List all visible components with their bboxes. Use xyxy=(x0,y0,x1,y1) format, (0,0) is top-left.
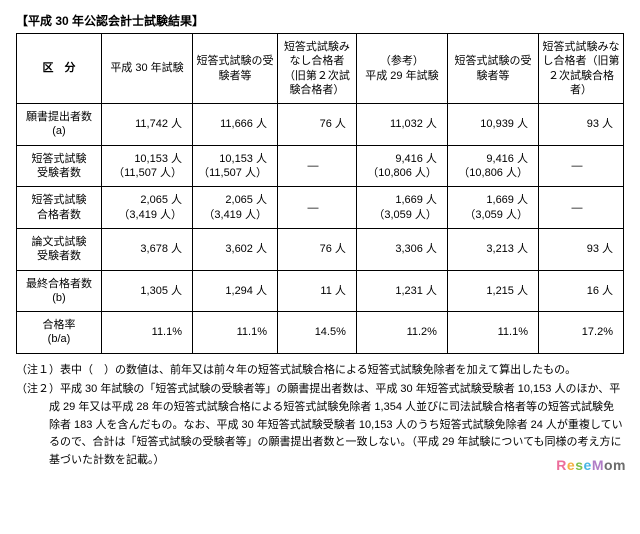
col-deemed-pass: 短答式試験みなし合格者（旧第２次試験合格者） xyxy=(277,34,356,104)
row-label: 願書提出者数 (a) xyxy=(17,104,102,146)
cell-short29: 3,213 人 xyxy=(447,228,538,270)
cell-short: 1,294 人 xyxy=(193,270,278,312)
cell-deemed29: 16 人 xyxy=(538,270,623,312)
cell-deemed29: — xyxy=(538,187,623,229)
cell-h30: 1,305 人 xyxy=(101,270,192,312)
row-label: 短答式試験 合格者数 xyxy=(17,187,102,229)
cell-deemed29: 93 人 xyxy=(538,228,623,270)
cell-deemed: — xyxy=(277,187,356,229)
cell-deemed29: 17.2% xyxy=(538,312,623,354)
cell-deemed: 11 人 xyxy=(277,270,356,312)
table-row: 短答式試験 合格者数2,065 人 （3,419 人）2,065 人 （3,41… xyxy=(17,187,624,229)
row-label: 論文式試験 受験者数 xyxy=(17,228,102,270)
cell-h30: 3,678 人 xyxy=(101,228,192,270)
cell-h29: 11.2% xyxy=(356,312,447,354)
table-row: 論文式試験 受験者数3,678 人3,602 人76 人3,306 人3,213… xyxy=(17,228,624,270)
cell-h29: 1,669 人 （3,059 人） xyxy=(356,187,447,229)
cell-h30: 2,065 人 （3,419 人） xyxy=(101,187,192,229)
table-row: 願書提出者数 (a)11,742 人11,666 人76 人11,032 人10… xyxy=(17,104,624,146)
col-label: 区 分 xyxy=(17,34,102,104)
cell-deemed: 14.5% xyxy=(277,312,356,354)
cell-short29: 1,215 人 xyxy=(447,270,538,312)
cell-short: 11,666 人 xyxy=(193,104,278,146)
cell-short: 3,602 人 xyxy=(193,228,278,270)
col-short-exam: 短答式試験の受験者等 xyxy=(193,34,278,104)
results-table: 区 分 平成 30 年試験 短答式試験の受験者等 短答式試験みなし合格者（旧第２… xyxy=(16,33,624,354)
cell-deemed: 76 人 xyxy=(277,104,356,146)
cell-short29: 11.1% xyxy=(447,312,538,354)
cell-h30: 11.1% xyxy=(101,312,192,354)
row-label: 合格率 (b/a) xyxy=(17,312,102,354)
cell-deemed29: — xyxy=(538,145,623,187)
cell-h30: 10,153 人 （11,507 人） xyxy=(101,145,192,187)
col-h30: 平成 30 年試験 xyxy=(101,34,192,104)
col-deemed-pass-29: 短答式試験みなし合格者（旧第２次試験合格者） xyxy=(538,34,623,104)
note-1: （注１）表中（ ）の数値は、前年又は前々年の短答式試験合格による短答式試験免除者… xyxy=(16,362,624,380)
cell-short29: 9,416 人 （10,806 人） xyxy=(447,145,538,187)
cell-short: 11.1% xyxy=(193,312,278,354)
row-label: 最終合格者数 (b) xyxy=(17,270,102,312)
table-row: 最終合格者数 (b)1,305 人1,294 人11 人1,231 人1,215… xyxy=(17,270,624,312)
table-title: 【平成 30 年公認会計士試験結果】 xyxy=(16,12,624,29)
table-row: 短答式試験 受験者数10,153 人 （11,507 人）10,153 人 （1… xyxy=(17,145,624,187)
row-label: 短答式試験 受験者数 xyxy=(17,145,102,187)
resemom-logo: ReseMom xyxy=(556,457,626,473)
cell-h29: 9,416 人 （10,806 人） xyxy=(356,145,447,187)
cell-h29: 3,306 人 xyxy=(356,228,447,270)
cell-short29: 1,669 人 （3,059 人） xyxy=(447,187,538,229)
cell-short: 10,153 人 （11,507 人） xyxy=(193,145,278,187)
col-short-exam-29: 短答式試験の受験者等 xyxy=(447,34,538,104)
cell-h29: 11,032 人 xyxy=(356,104,447,146)
cell-deemed: 76 人 xyxy=(277,228,356,270)
cell-h30: 11,742 人 xyxy=(101,104,192,146)
cell-deemed: — xyxy=(277,145,356,187)
note-2: （注２）平成 30 年試験の「短答式試験の受験者等」の願書提出者数は、平成 30… xyxy=(16,381,624,469)
cell-short: 2,065 人 （3,419 人） xyxy=(193,187,278,229)
header-row: 区 分 平成 30 年試験 短答式試験の受験者等 短答式試験みなし合格者（旧第２… xyxy=(17,34,624,104)
table-row: 合格率 (b/a)11.1%11.1%14.5%11.2%11.1%17.2% xyxy=(17,312,624,354)
footnotes: （注１）表中（ ）の数値は、前年又は前々年の短答式試験合格による短答式試験免除者… xyxy=(16,362,624,470)
cell-h29: 1,231 人 xyxy=(356,270,447,312)
cell-short29: 10,939 人 xyxy=(447,104,538,146)
col-h29: （参考） 平成 29 年試験 xyxy=(356,34,447,104)
cell-deemed29: 93 人 xyxy=(538,104,623,146)
